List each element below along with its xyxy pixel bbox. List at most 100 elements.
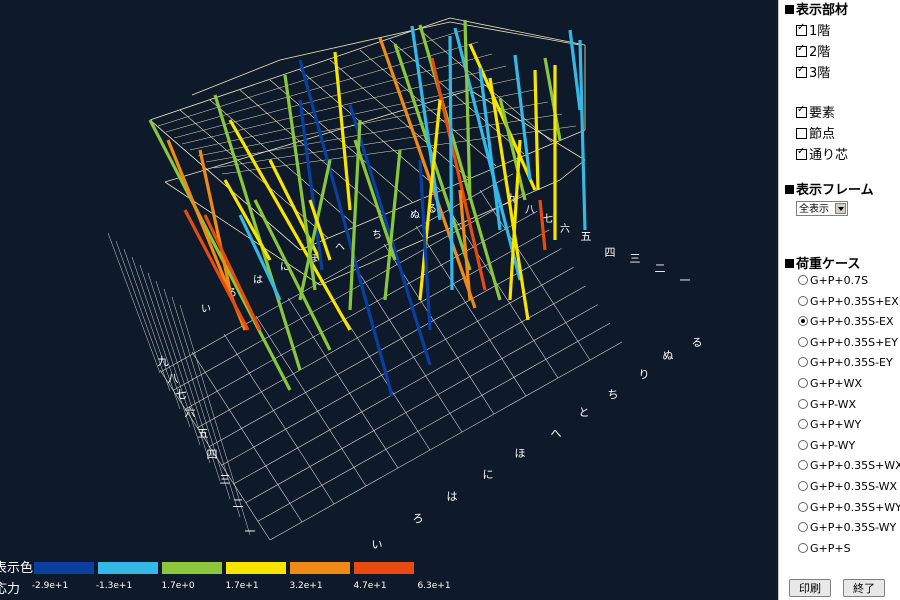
axis-label-left: 五	[198, 427, 209, 440]
radio-load-case[interactable]: G+P+0.35S-EX	[798, 315, 894, 328]
axis-label-bottom: に	[483, 468, 494, 481]
load-case-section-title: 荷重ケース	[785, 253, 860, 272]
axis-label-bottom: い	[372, 538, 383, 551]
checkbox-nodes[interactable]: 節点	[796, 123, 835, 142]
legend-tick-4: 1.7e+1	[225, 581, 259, 591]
legend-swatch-2	[98, 562, 158, 574]
checkbox-floor-2[interactable]: 2階	[796, 41, 830, 60]
beam-line	[329, 59, 469, 179]
axis-label-bottom: ほ	[515, 447, 526, 460]
radio-icon	[798, 398, 808, 409]
grid-line	[139, 264, 201, 446]
grid-line	[185, 210, 538, 410]
chevron-down-icon	[835, 203, 846, 214]
column-member	[298, 59, 394, 397]
grid-line	[351, 261, 463, 433]
radio-load-case[interactable]: G+P+WY	[798, 418, 861, 431]
legend-tick-2: -1.3e+1	[95, 581, 133, 591]
grid-line	[163, 288, 231, 500]
radio-load-case[interactable]: G+P+0.35S-WY	[798, 521, 896, 534]
checkbox-floor-3[interactable]: 3階	[796, 62, 830, 81]
beam-line	[197, 89, 535, 157]
axis-label-upper: へ	[335, 242, 345, 253]
axis-label-bottom: ち	[608, 388, 619, 401]
axis-label-left: 九	[158, 355, 169, 368]
radio-load-case[interactable]: G+P+WX	[798, 377, 862, 390]
radio-load-case[interactable]: G+P+0.35S+EX	[798, 295, 899, 308]
checkbox-icon	[796, 64, 807, 78]
axis-label-left: 二	[233, 497, 244, 510]
axis-label-right: 二	[655, 262, 666, 275]
radio-load-case[interactable]: G+P+0.35S+WY	[798, 501, 900, 514]
column-member	[478, 67, 502, 231]
beam-line	[164, 89, 471, 183]
beam-line	[299, 69, 441, 191]
frame-select[interactable]: 全表示	[796, 201, 848, 216]
column-member	[578, 39, 587, 231]
legend-tick-5: 3.2e+1	[289, 581, 323, 591]
column-member	[430, 57, 487, 291]
radio-load-case[interactable]: G+P+0.7S	[798, 274, 868, 287]
radio-icon	[798, 542, 808, 553]
column-member	[223, 179, 272, 261]
checkbox-icon	[796, 22, 807, 36]
radio-load-case[interactable]: G+P+0.35S+WX	[798, 459, 900, 472]
axis-label-near: 七	[543, 213, 553, 225]
checkbox-elements[interactable]: 要素	[796, 102, 835, 121]
axis-label-left: 一	[245, 525, 256, 538]
grid-line	[245, 304, 598, 503]
axis-label-right: 三	[630, 252, 641, 265]
column-member	[333, 51, 352, 211]
checkbox-floor-1[interactable]: 1階	[796, 20, 830, 39]
beam-line	[191, 59, 281, 96]
beam-line	[449, 21, 581, 46]
grid-line	[479, 189, 591, 361]
axis-label-upper: に	[280, 261, 290, 273]
beam-line	[149, 17, 451, 121]
grid-line	[155, 280, 221, 482]
axis-label-upper: ほ	[308, 253, 318, 265]
legend-tick-3: 1.7e+0	[161, 581, 195, 591]
structure-3d-view[interactable]: 九八七六五四三二一いろはにほへとちりぬる五四三二一七六八九いろはにほへちぬる 表…	[0, 0, 778, 600]
column-member	[378, 37, 477, 309]
radio-icon	[798, 357, 808, 368]
beam-line	[359, 49, 497, 167]
checkbox-icon	[796, 104, 807, 118]
axis-label-right: 一	[680, 274, 691, 287]
beam-line	[559, 159, 586, 181]
beam-line	[239, 89, 385, 215]
axis-label-left: 六	[185, 406, 196, 419]
axis-label-bottom: ろ	[413, 512, 424, 525]
axis-label-left: 七	[176, 388, 187, 401]
column-member	[458, 189, 472, 301]
radio-load-case[interactable]: G+P-WX	[798, 398, 856, 411]
radio-load-case[interactable]: G+P-WY	[798, 439, 855, 452]
radio-load-case[interactable]: G+P+0.35S-EY	[798, 356, 893, 369]
column-member	[543, 57, 562, 141]
radio-icon	[798, 295, 808, 306]
column-member	[418, 159, 432, 331]
axis-label-bottom: り	[639, 368, 650, 381]
axis-label-left: 三	[220, 473, 231, 486]
radio-icon	[798, 522, 808, 533]
checkbox-icon	[796, 43, 807, 57]
radio-icon	[798, 275, 808, 285]
legend-swatch-5	[290, 562, 350, 574]
radio-load-case[interactable]: G+P+0.35S+EY	[798, 336, 898, 349]
checkbox-grid-lines[interactable]: 通り芯	[796, 144, 848, 163]
beam-line	[173, 53, 493, 139]
axis-label-near: 九	[507, 193, 517, 205]
column-member	[568, 29, 582, 111]
radio-load-case[interactable]: G+P+S	[798, 542, 851, 555]
column-member	[468, 43, 537, 191]
column-member	[418, 99, 442, 301]
axis-label-left: 四	[207, 448, 218, 461]
grid-line	[179, 304, 251, 536]
radio-load-case[interactable]: G+P+0.35S-WX	[798, 480, 897, 493]
axis-label-bottom: ぬ	[663, 349, 674, 362]
radio-icon	[798, 378, 808, 388]
exit-button[interactable]: 終了	[843, 579, 885, 597]
print-button[interactable]: 印刷	[789, 579, 831, 597]
legend-color-label: 表示色	[0, 561, 34, 576]
grid-line	[415, 225, 527, 397]
